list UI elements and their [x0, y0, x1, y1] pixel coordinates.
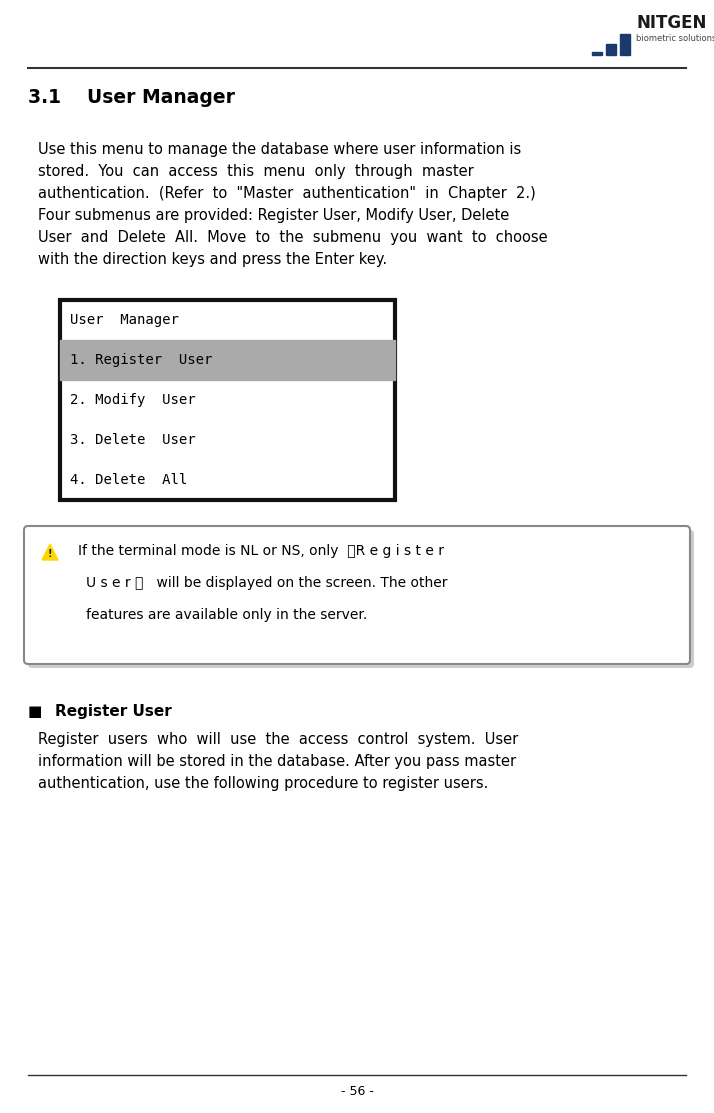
Text: authentication.  (Refer  to  "Master  authentication"  in  Chapter  2.): authentication. (Refer to "Master authen… [38, 186, 536, 201]
Text: ■: ■ [28, 705, 42, 719]
Text: 3.1    User Manager: 3.1 User Manager [28, 88, 235, 107]
Text: 1. Register  User: 1. Register User [70, 353, 212, 367]
Text: 2. Modify  User: 2. Modify User [70, 393, 196, 407]
Text: - 56 -: - 56 - [341, 1085, 373, 1099]
Text: Use this menu to manage the database where user information is: Use this menu to manage the database whe… [38, 142, 521, 157]
FancyBboxPatch shape [24, 526, 690, 664]
Text: U s e r 』   will be displayed on the screen. The other: U s e r 』 will be displayed on the scree… [86, 577, 448, 590]
Bar [60, 339, 395, 380]
Bar [606, 45, 616, 55]
Bar [620, 35, 630, 55]
FancyBboxPatch shape [28, 530, 694, 668]
Text: stored.  You  can  access  this  menu  only  through  master: stored. You can access this menu only th… [38, 164, 474, 179]
Text: Register User: Register User [55, 705, 172, 719]
Text: !: ! [48, 549, 52, 559]
Text: 4. Delete  All: 4. Delete All [70, 473, 187, 487]
Text: information will be stored in the database. After you pass master: information will be stored in the databa… [38, 754, 516, 769]
Text: User  Manager: User Manager [70, 313, 179, 327]
Text: with the direction keys and press the Enter key.: with the direction keys and press the En… [38, 252, 387, 267]
Text: Four submenus are provided: Register User, Modify User, Delete: Four submenus are provided: Register Use… [38, 208, 509, 223]
Text: 3. Delete  User: 3. Delete User [70, 433, 196, 447]
Text: biometric solutions: biometric solutions [636, 35, 714, 43]
Bar [592, 52, 602, 55]
Text: Register  users  who  will  use  the  access  control  system.  User: Register users who will use the access c… [38, 732, 518, 747]
Bar [60, 301, 395, 500]
Text: If the terminal mode is NL or NS, only  『R e g i s t e r: If the terminal mode is NL or NS, only 『… [78, 544, 444, 558]
Text: authentication, use the following procedure to register users.: authentication, use the following proced… [38, 776, 488, 791]
Text: NITGEN: NITGEN [636, 14, 706, 32]
Polygon shape [42, 544, 58, 560]
Text: features are available only in the server.: features are available only in the serve… [86, 608, 367, 622]
Text: User  and  Delete  All.  Move  to  the  submenu  you  want  to  choose: User and Delete All. Move to the submenu… [38, 230, 548, 245]
